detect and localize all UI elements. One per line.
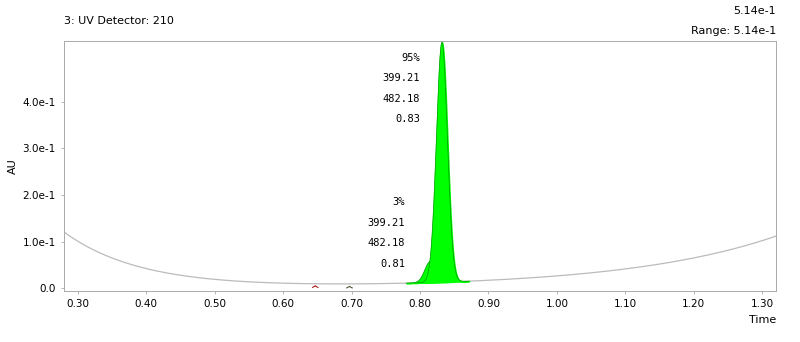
Y-axis label: AU: AU [8, 158, 18, 174]
Text: 399.21: 399.21 [382, 73, 420, 83]
Text: 482.18: 482.18 [367, 238, 405, 248]
Text: 95%: 95% [402, 53, 420, 63]
X-axis label: Time: Time [749, 315, 776, 325]
Text: 399.21: 399.21 [367, 218, 405, 228]
Text: Range: 5.14e-1: Range: 5.14e-1 [690, 26, 776, 36]
Text: 0.83: 0.83 [395, 114, 420, 124]
Text: 482.18: 482.18 [382, 94, 420, 104]
Text: 3%: 3% [393, 197, 405, 207]
Text: 3: UV Detector: 210: 3: UV Detector: 210 [64, 16, 174, 26]
Text: 0.81: 0.81 [380, 259, 405, 269]
Text: 5.14e-1: 5.14e-1 [734, 6, 776, 16]
